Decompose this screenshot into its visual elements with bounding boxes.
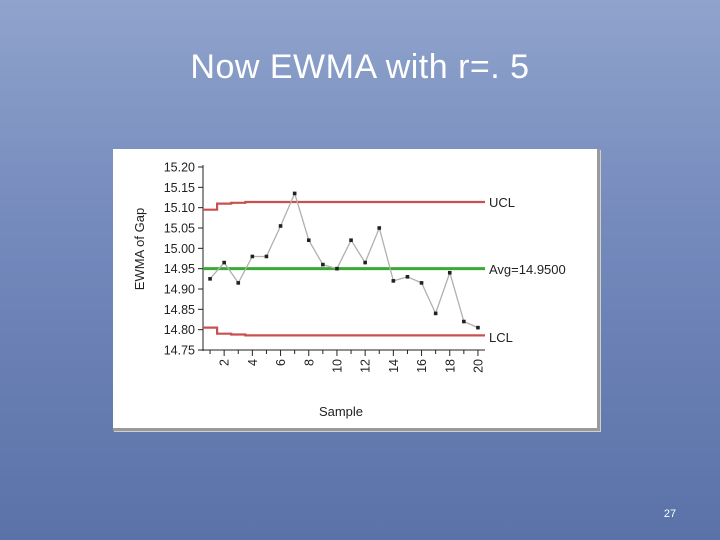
y-tick-label: 15.00 [164, 242, 195, 256]
x-tick-label: 10 [330, 359, 344, 373]
data-point [391, 279, 396, 283]
y-tick-label: 15.20 [164, 161, 195, 175]
data-point [447, 270, 452, 275]
center-line-label: Avg=14.9500 [489, 262, 566, 277]
x-tick-label: 12 [359, 359, 373, 373]
y-tick-label: 15.15 [164, 181, 195, 195]
data-point [292, 191, 297, 196]
data-point [349, 238, 353, 242]
lcl-line [203, 326, 485, 337]
x-tick-label: 8 [302, 359, 316, 366]
data-point [321, 262, 325, 267]
x-tick-label: 6 [274, 359, 288, 366]
x-tick-label: 2 [218, 359, 232, 366]
ewma-chart: 14.75 14.80 14.85 14.90 14.95 15.00 15.05 15.10… [113, 149, 600, 431]
data-point [462, 319, 466, 324]
x-tick-label: 20 [471, 359, 485, 373]
data-point [264, 254, 269, 259]
y-tick-label: 14.75 [164, 344, 195, 358]
ucl-label: UCL [489, 195, 515, 210]
data-point [419, 281, 424, 285]
data-point [405, 275, 410, 279]
data-point [222, 260, 226, 265]
x-tick-label: 18 [443, 359, 457, 373]
y-tick-label: 15.05 [164, 222, 195, 236]
data-point [433, 311, 438, 316]
x-axis-label: Sample [319, 404, 363, 419]
y-tick-label: 14.85 [164, 303, 195, 317]
data-point [278, 224, 283, 228]
y-tick-label: 15.10 [164, 201, 195, 215]
ewma-series [208, 191, 480, 330]
data-point [363, 260, 367, 265]
x-tick-label: 14 [387, 359, 401, 373]
data-point [236, 281, 241, 285]
series-line [209, 191, 479, 329]
y-tick-label: 14.95 [164, 262, 195, 276]
data-point [476, 325, 480, 330]
data-point [250, 254, 255, 259]
data-point [335, 266, 339, 271]
slide-title: Now EWMA with r=. 5 [190, 48, 530, 86]
chart-canvas: 14.75 14.80 14.85 14.90 14.95 15.00 15.05 15.10… [132, 161, 566, 420]
chart-labels: EWMA of Gap Sample UCL Avg=14.9500 LCL [132, 195, 566, 419]
y-tick-label: 14.90 [164, 283, 195, 297]
x-tick-label: 16 [415, 359, 429, 373]
page-number: 27 [663, 508, 677, 520]
control-limits [203, 200, 485, 337]
x-axis: 2 4 6 8 10 12 14 16 18 20 [203, 349, 485, 373]
y-axis-label: EWMA of Gap [132, 208, 147, 290]
y-axis: 14.75 14.80 14.85 14.90 14.95 15.00 15.05 15.10… [164, 161, 204, 358]
ucl-line [203, 200, 485, 211]
x-tick-label: 4 [246, 359, 260, 366]
y-tick-label: 14.80 [164, 323, 195, 337]
data-point [208, 277, 212, 281]
data-point [377, 226, 382, 230]
lcl-label: LCL [489, 330, 513, 345]
data-point [306, 238, 311, 242]
